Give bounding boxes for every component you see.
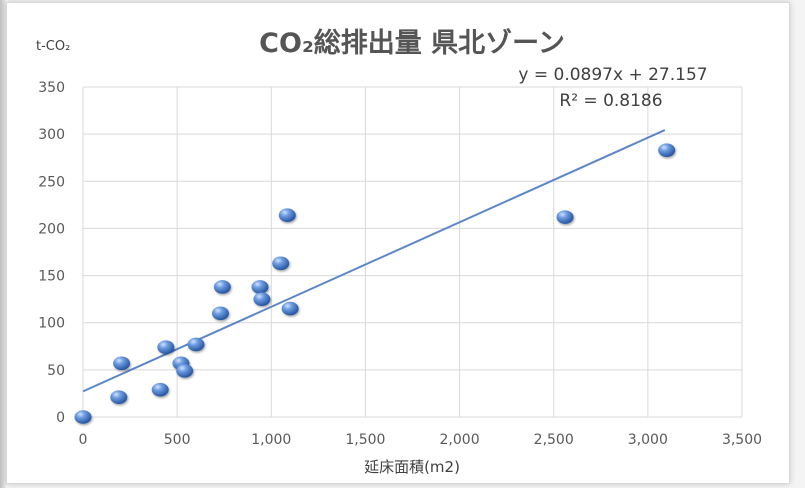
data-point <box>251 280 269 294</box>
x-tick-labels: 0 500 1,000 1,500 2,000 2,500 3,000 3,500 <box>79 432 763 448</box>
data-point <box>157 340 175 355</box>
y-tick-label: 100 <box>38 316 65 332</box>
data-point <box>281 301 299 316</box>
x-tick-label: 2,000 <box>440 432 480 448</box>
chart-panel <box>6 2 790 484</box>
x-tick-label: 1,000 <box>251 432 291 448</box>
y-tick-label: 200 <box>38 221 65 237</box>
data-point <box>176 364 194 378</box>
data-point <box>211 306 229 321</box>
x-axis-label: 延床面積(m2) <box>364 458 460 476</box>
x-tick-label: 3,000 <box>628 432 668 448</box>
y-tick-label: 50 <box>47 363 65 379</box>
data-point <box>658 143 676 157</box>
x-tick-label: 2,500 <box>534 432 574 448</box>
data-point <box>213 280 231 294</box>
grid-lines <box>83 86 743 417</box>
data-point <box>253 292 271 306</box>
axes <box>82 87 742 418</box>
data-point <box>556 210 574 224</box>
trendline-r-squared: R² = 0.8186 <box>559 91 662 111</box>
y-tick-label: 350 <box>38 80 65 96</box>
data-point <box>74 410 92 424</box>
chart-title: CO₂総排出量 県北ゾーン <box>259 27 565 59</box>
data-point <box>278 208 296 223</box>
x-tick-label: 0 <box>79 432 88 448</box>
trendline-equation: y = 0.0897x + 27.157 <box>518 65 707 85</box>
data-point <box>187 337 205 352</box>
y-axis-unit-label: t-CO₂ <box>36 39 70 54</box>
data-point <box>151 382 169 397</box>
window-edge <box>0 0 6 488</box>
x-tick-label: 1,500 <box>345 432 385 448</box>
data-points <box>74 143 676 424</box>
y-tick-labels: 0 50 100 150 200 250 300 350 <box>38 80 65 426</box>
x-tick-label: 500 <box>164 432 191 448</box>
y-tick-label: 150 <box>38 269 65 285</box>
y-tick-label: 0 <box>56 410 65 426</box>
data-point <box>110 390 128 405</box>
trendline <box>82 129 666 393</box>
data-point <box>272 256 290 271</box>
y-tick-label: 250 <box>38 174 65 190</box>
trendline-layer <box>82 129 666 393</box>
data-point <box>113 356 131 371</box>
y-tick-label: 300 <box>38 127 65 143</box>
x-tick-label: 3,500 <box>722 432 762 448</box>
